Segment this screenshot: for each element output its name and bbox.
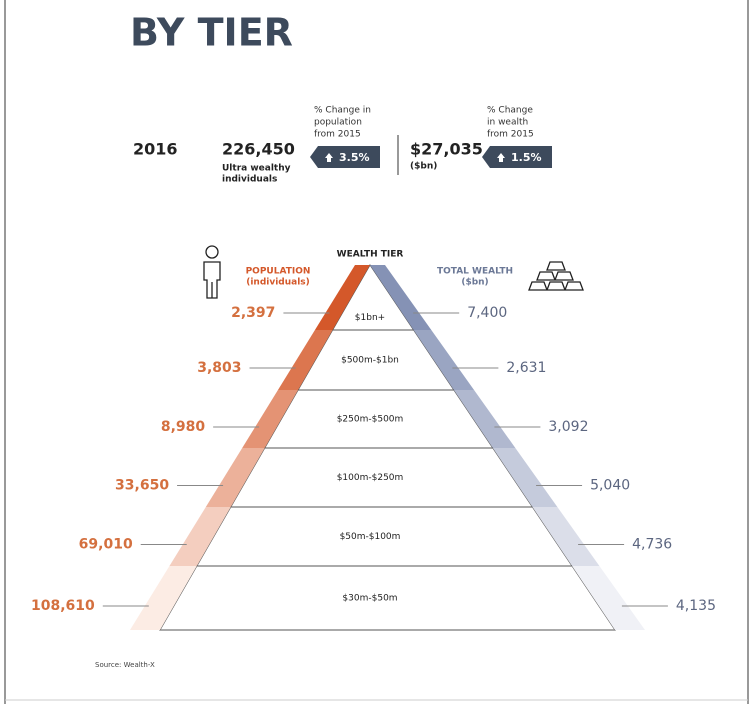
tier-name: $500m-$1bn (341, 356, 399, 366)
wealth-band (492, 448, 558, 507)
wealth-value: 2,631 (506, 360, 546, 376)
population-label: individuals (222, 175, 277, 185)
population-value: 8,980 (161, 419, 206, 435)
title: BY TIER (130, 11, 293, 55)
wealth-band (453, 390, 516, 448)
right-label: ($bn) (461, 278, 488, 288)
pyramid: $1bn+ 2,397 7,400 $500m-$1bn 3,803 2,631 $250m… (31, 264, 716, 631)
pyramid-header: WEALTH TIER (337, 250, 404, 260)
wealth-value: 5,040 (590, 478, 630, 494)
change-label: % Change in (314, 106, 371, 116)
wealth-band (532, 507, 600, 566)
population-value: 2,397 (231, 305, 275, 321)
wealth-band (572, 566, 645, 630)
source: Source: Wealth-X (95, 661, 155, 669)
change-label: population (314, 118, 362, 128)
population-value: 3,803 (197, 360, 241, 376)
tier-name: $250m-$500m (337, 415, 404, 425)
change-badge (482, 146, 552, 168)
population-total: 226,450 (222, 140, 295, 159)
tier-name: $1bn+ (355, 313, 385, 323)
change-label: from 2015 (487, 130, 534, 140)
wealth-band (413, 330, 475, 390)
population-value: 33,650 (115, 478, 169, 494)
wealth-change: 1.5% (511, 151, 542, 164)
left-label: (individuals) (246, 278, 310, 288)
wealth-value: 3,092 (548, 419, 588, 435)
population-band (314, 265, 370, 330)
population-value: 69,010 (79, 537, 133, 553)
tier-name: $100m-$250m (337, 473, 404, 483)
change-label: % Change (487, 106, 533, 116)
tier-name: $50m-$100m (340, 532, 401, 542)
population-band (169, 507, 231, 566)
left-label: POPULATION (246, 267, 311, 277)
year: 2016 (133, 140, 178, 159)
wealth-value: 4,135 (676, 598, 716, 614)
change-label: in wealth (487, 118, 528, 128)
change-label: from 2015 (314, 130, 361, 140)
population-band (242, 390, 299, 448)
wealth-value: 4,736 (632, 537, 672, 553)
population-value: 108,610 (31, 598, 95, 614)
population-band (277, 330, 333, 390)
tier-name: $30m-$50m (342, 594, 397, 604)
population-change: 3.5% (339, 151, 370, 164)
right-label: TOTAL WEALTH (437, 267, 513, 277)
population-label: Ultra wealthy (222, 164, 291, 174)
gold-bars-icon (528, 261, 584, 291)
wealth-value: 7,400 (467, 305, 507, 321)
person-icon (203, 245, 221, 299)
wealth-unit: ($bn) (410, 162, 437, 172)
population-band (205, 448, 265, 507)
up-arrow (497, 153, 505, 162)
population-band (130, 566, 197, 630)
up-arrow (325, 153, 333, 162)
wealth-total: $27,035 (410, 140, 483, 159)
change-badge (310, 146, 380, 168)
wealth-band (370, 265, 432, 330)
